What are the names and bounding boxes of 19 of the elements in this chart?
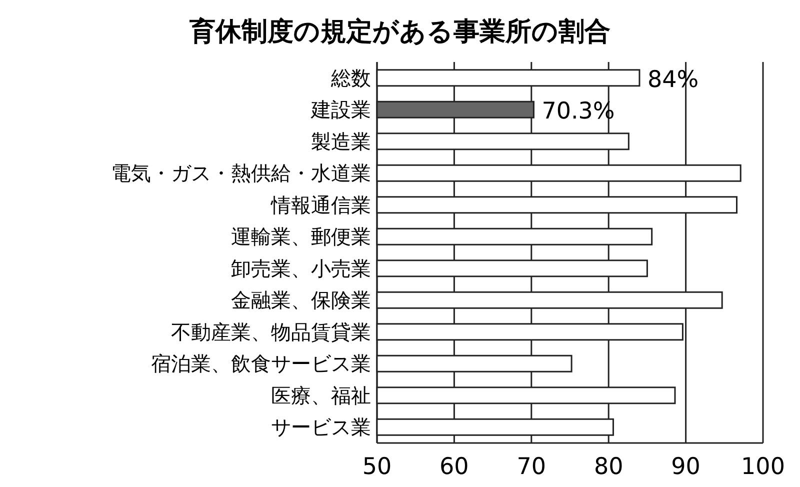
x-tick-label: 90 bbox=[671, 454, 700, 480]
y-tick-label: 不動産業、物品賃貸業 bbox=[171, 320, 371, 344]
y-tick-label: 製造業 bbox=[311, 129, 371, 154]
y-tick-label: 宿泊業、飲食サービス業 bbox=[151, 352, 371, 376]
y-tick-label: 卸売業、小売業 bbox=[231, 256, 371, 280]
y-tick-label: 建設業 bbox=[310, 98, 371, 122]
y-tick-label: 情報通信業 bbox=[270, 192, 371, 217]
y-tick-label: サービス業 bbox=[271, 415, 371, 440]
y-tick-label: 医療、福祉 bbox=[271, 383, 371, 408]
x-tick-label: 50 bbox=[362, 454, 392, 480]
x-tick-label: 80 bbox=[594, 454, 624, 480]
y-tick-label: 運輸業、郵便業 bbox=[231, 224, 371, 249]
y-tick-label: 総数 bbox=[330, 66, 371, 90]
x-tick-label: 60 bbox=[440, 454, 469, 480]
y-tick-label: 電気・ガス・熱供給・水道業 bbox=[111, 161, 371, 186]
y-tick-label: 金融業、保険業 bbox=[231, 288, 371, 312]
chart-title: 育休制度の規定がある事業所の割合 bbox=[188, 16, 610, 47]
x-tick-label: 70 bbox=[516, 454, 546, 480]
x-tick-label: 100 bbox=[741, 454, 785, 480]
